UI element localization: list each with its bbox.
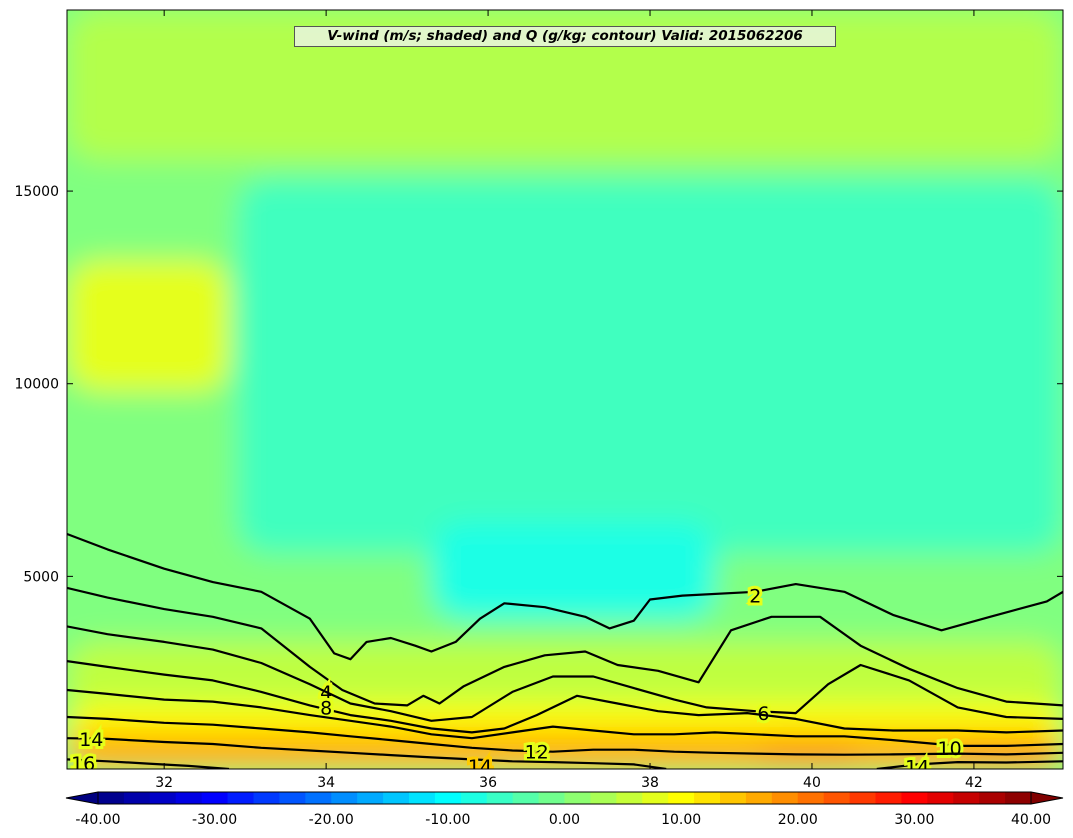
colorbar-segment: [745, 792, 773, 804]
colorbar-extend-min: [65, 791, 99, 805]
y-axis: 5000 10000 15000: [14, 184, 1063, 585]
colorbar-tick-label: 30.00: [894, 812, 934, 828]
contour-label: 8: [320, 697, 332, 719]
colorbar-segment: [616, 792, 643, 804]
shading-region: [67, 260, 229, 392]
contour-line-12: [67, 715, 1063, 756]
colorbar-segment: [642, 792, 669, 804]
colorbar-segment: [201, 792, 229, 804]
colorbar-tick-label: 0.00: [549, 812, 580, 828]
colorbar-segment: [1005, 792, 1032, 804]
contour-line-2: [67, 532, 1063, 661]
contour-label: 16: [71, 753, 95, 775]
shading-region: [237, 179, 1063, 554]
colorbar-segment: [149, 792, 177, 804]
colorbar-segment: [849, 792, 876, 804]
x-tick-label: 34: [317, 775, 335, 791]
colorbar-tick-label: 10.00: [661, 812, 701, 828]
vwind-shading: [67, 10, 1063, 769]
shading-region: [431, 522, 715, 619]
contour-line-14: [67, 737, 667, 769]
colorbar-segment: [279, 792, 306, 804]
colorbar-segment: [901, 792, 928, 804]
colorbar-tick-label: 20.00: [778, 812, 818, 828]
contour-label: 14: [79, 729, 103, 751]
colorbar-segment: [357, 792, 384, 804]
colorbar-tick-label: -10.00: [425, 812, 470, 828]
colorbar-segment: [823, 792, 851, 804]
contour-label: 2: [749, 586, 761, 608]
colorbar-segment: [797, 792, 825, 804]
colorbar-segment: [927, 792, 954, 804]
colorbar: -40.00 -30.00 -20.00 -10.00 0.00 10.00 20.00 30…: [65, 791, 1064, 828]
y-tick-label: 15000: [14, 184, 59, 200]
colorbar-segment: [486, 792, 514, 804]
contour-label: 14: [468, 756, 492, 778]
x-tick-label: 36: [479, 775, 497, 791]
contour-label: 12: [525, 742, 549, 764]
colorbar-segment: [98, 792, 125, 804]
x-tick-label: 42: [965, 775, 983, 791]
x-tick-label: 32: [155, 775, 173, 791]
colorbar-segment: [564, 792, 591, 804]
colorbar-segment: [175, 792, 203, 804]
x-tick-label: 38: [641, 775, 659, 791]
x-tick-label: 40: [803, 775, 821, 791]
colorbar-segment: [305, 792, 332, 804]
colorbar-tick-label: -40.00: [75, 812, 120, 828]
colorbar-segment: [590, 792, 617, 804]
colorbar-segment: [253, 792, 280, 804]
colorbar-segment: [979, 792, 1006, 804]
colorbar-segment: [720, 792, 747, 804]
contour-line-4: [67, 586, 1063, 707]
colorbar-segment: [771, 792, 799, 804]
colorbar-frame: [97, 791, 1032, 805]
colorbar-tick-label: 40.00: [1011, 812, 1051, 828]
colorbar-segment: [668, 792, 695, 804]
contour-label: 14: [905, 757, 929, 779]
contour-line-14: [876, 760, 1063, 769]
colorbar-tick-label: -30.00: [192, 812, 237, 828]
contour-line-6: [67, 625, 1063, 722]
contour-line-8: [67, 660, 1063, 734]
colorbar-segment: [123, 792, 151, 804]
colorbar-segment: [538, 792, 565, 804]
colorbar-segment: [227, 792, 254, 804]
colorbar-segment: [409, 792, 436, 804]
colorbar-segment: [953, 792, 980, 804]
colorbar-segment: [694, 792, 721, 804]
plot-frame: [66, 9, 1064, 770]
y-tick-label: 5000: [23, 569, 59, 585]
contour-line-16: [67, 758, 230, 769]
x-axis: 32 34 36 38 40 42: [155, 10, 983, 791]
shading-region: [67, 10, 1063, 161]
y-tick-label: 10000: [14, 377, 59, 393]
colorbar-segment: [460, 792, 488, 804]
colorbar-tick-label: -20.00: [309, 812, 354, 828]
colorbar-segment: [383, 792, 410, 804]
colorbar-extend-max: [1030, 791, 1064, 805]
shading-region: [941, 747, 1063, 766]
colorbar-segment: [875, 792, 902, 804]
contour-line-10: [67, 688, 1063, 747]
contour-label: 10: [938, 738, 962, 760]
chart-title: V-wind (m/s; shaded) and Q (g/kg; contou…: [294, 26, 836, 47]
colorbar-segment: [331, 792, 358, 804]
colorbar-segment: [434, 792, 462, 804]
colorbar-segment: [512, 792, 540, 804]
